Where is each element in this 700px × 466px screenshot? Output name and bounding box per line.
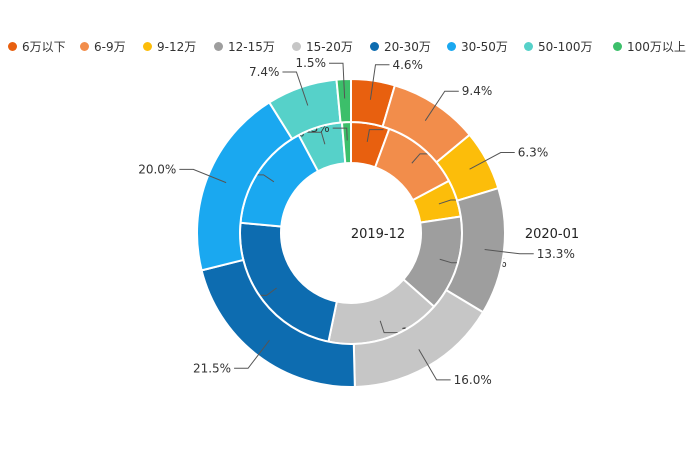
label-leader-line	[307, 131, 326, 145]
legend-label: 9-12万	[157, 40, 197, 54]
legend-item[interactable]: 6万以下	[8, 38, 66, 55]
legend-item[interactable]: 9-12万	[143, 38, 196, 55]
label-leader-line	[418, 349, 451, 381]
legend-swatch	[8, 42, 17, 51]
data-label: 21.5%	[193, 361, 231, 375]
label-leader-line	[484, 248, 534, 255]
data-label: 20.0%	[138, 162, 176, 176]
legend-item[interactable]: 20-30万	[370, 38, 431, 55]
legend-item[interactable]: 12-15万	[214, 38, 275, 55]
legend-label: 30-50万	[461, 40, 508, 54]
label-leader-line	[469, 152, 515, 170]
legend-label: 20-30万	[384, 40, 431, 54]
legend-label: 15-20万	[306, 40, 353, 54]
label-leader-line	[366, 129, 384, 142]
legend-label: 50-100万	[538, 40, 593, 54]
legend-swatch	[80, 42, 89, 51]
legend-swatch	[613, 42, 622, 51]
label-leader-line	[379, 320, 399, 334]
data-label: 4.6%	[392, 58, 423, 72]
legend-swatch	[143, 42, 152, 51]
inner-ring-title: 2019-12	[351, 227, 405, 242]
legend-label: 100万以上	[627, 40, 686, 54]
data-label: 9.4%	[462, 84, 493, 98]
outer-ring-title: 2020-01	[525, 227, 579, 242]
label-leader-line	[369, 64, 390, 100]
legend-swatch	[370, 42, 379, 51]
data-label: 13.3%	[537, 247, 575, 261]
label-leader-line	[424, 90, 459, 121]
legend-item[interactable]: 30-50万	[447, 38, 508, 55]
chart-legend: 6万以下 6-9万 9-12万 12-15万 15-20万 20-30万 30-50万 50-…	[0, 38, 700, 58]
label-leader-line	[282, 71, 309, 106]
legend-label: 6万以下	[22, 40, 66, 54]
legend-swatch	[447, 42, 456, 51]
label-leader-line	[328, 62, 346, 99]
legend-item[interactable]: 6-9万	[80, 38, 126, 55]
outer-ring-slice[interactable]	[335, 77, 352, 124]
data-label: 1.5%	[295, 56, 326, 70]
legend-item[interactable]: 100万以上	[613, 38, 686, 55]
data-label: 16.0%	[454, 373, 492, 387]
legend-swatch	[292, 42, 301, 51]
legend-label: 6-9万	[94, 40, 126, 54]
legend-item[interactable]: 15-20万	[292, 38, 353, 55]
label-leader-line	[234, 339, 270, 369]
data-label: 6.3%	[518, 146, 549, 160]
legend-item[interactable]: 50-100万	[524, 38, 593, 55]
label-leader-line	[332, 127, 348, 141]
legend-label: 12-15万	[228, 40, 275, 54]
data-label: 7.4%	[249, 65, 280, 79]
legend-swatch	[524, 42, 533, 51]
legend-swatch	[214, 42, 223, 51]
label-leader-line	[179, 168, 227, 184]
